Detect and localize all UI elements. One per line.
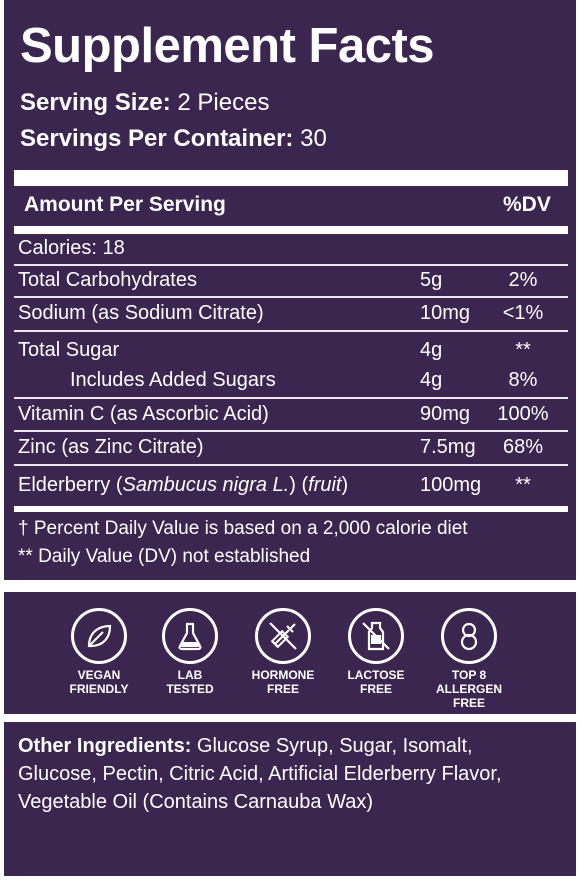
nutrient-label: Includes Added Sugars <box>70 369 276 391</box>
nutrient-label: Elderberry (Sambucus nigra L.) (fruit) <box>18 470 348 500</box>
row-divider <box>14 330 568 332</box>
table-row: Total Sugar 4g ** <box>4 335 576 365</box>
no-milk-icon <box>348 608 404 664</box>
footnote-dv: † Percent Daily Value is based on a 2,00… <box>18 518 468 539</box>
table-row: Vitamin C (as Ascorbic Acid) 90mg 100% <box>4 399 576 429</box>
badge-line: FRIENDLY <box>69 682 129 696</box>
ingredients-text: Glucose Syrup, Sugar, Isomalt, Glucose, … <box>18 735 502 813</box>
nutrient-label: Zinc (as Zinc Citrate) <box>18 436 204 458</box>
nutrient-dv: ** <box>515 474 531 496</box>
servings-label: Servings Per Container: <box>20 125 294 152</box>
servings-value: 30 <box>300 125 327 152</box>
amount-per-serving-header: Amount Per Serving <box>24 193 226 216</box>
label-part: ) <box>341 474 349 496</box>
nutrient-label: Sodium (as Sodium Citrate) <box>18 302 264 324</box>
badge-vegan: VEGAN FRIENDLY <box>54 608 144 696</box>
badge-lab-tested: LAB TESTED <box>145 608 235 696</box>
badge-line: VEGAN <box>77 668 121 682</box>
row-divider <box>14 264 568 266</box>
label-part: Elderberry ( <box>18 474 123 496</box>
table-row: Elderberry (Sambucus nigra L.) (fruit) 10… <box>4 470 576 500</box>
medium-divider <box>14 226 568 234</box>
row-divider <box>14 430 568 432</box>
badge-line: FREE <box>266 682 299 696</box>
badge-lactose-free: LACTOSE FREE <box>331 608 421 696</box>
ingredients-label: Other Ingredients: <box>18 735 192 757</box>
badges-panel: VEGAN FRIENDLY LAB TESTED HORMONE FREE LACT… <box>4 592 576 714</box>
thick-divider <box>14 170 568 186</box>
nutrient-dv: 100% <box>497 403 549 425</box>
badge-allergen-free: TOP 8 ALLERGEN FREE <box>424 608 514 710</box>
nutrient-label: Total Sugar <box>18 339 120 361</box>
no-syringe-icon <box>255 608 311 664</box>
nutrient-dv: 68% <box>502 436 544 458</box>
badge-line: FREE <box>359 682 392 696</box>
number-8-icon <box>441 608 497 664</box>
badge-hormone-free: HORMONE FREE <box>238 608 328 696</box>
label-part: ) ( <box>289 474 309 496</box>
table-row: Includes Added Sugars 4g 8% <box>4 365 576 395</box>
serving-size-label: Serving Size: <box>20 89 171 116</box>
nutrient-label: Vitamin C (as Ascorbic Acid) <box>18 403 269 425</box>
badge-line: LAB <box>177 668 203 682</box>
table-row: Sodium (as Sodium Citrate) 10mg <1% <box>4 298 576 328</box>
flask-icon <box>162 608 218 664</box>
latin-name: Sambucus nigra L. <box>122 474 290 496</box>
nutrient-dv: <1% <box>502 302 544 324</box>
nutrient-dv: 8% <box>508 369 538 391</box>
nutrient-amount: 10mg <box>420 302 471 324</box>
page-title: Supplement Facts <box>20 19 435 73</box>
nutrient-amount: 4g <box>420 369 443 391</box>
nutrient-amount: 100mg <box>420 474 482 496</box>
serving-size: Serving Size: 2 Pieces <box>20 88 269 118</box>
nutrient-amount: 5g <box>420 269 443 291</box>
table-row: Total Carbohydrates 5g 2% <box>4 265 576 295</box>
nutrient-label: Total Carbohydrates <box>18 269 197 291</box>
nutrient-amount: 7.5mg <box>420 436 476 458</box>
nutrient-dv: ** <box>515 339 531 361</box>
servings-per-container: Servings Per Container: 30 <box>20 124 327 154</box>
row-divider <box>14 296 568 298</box>
other-ingredients: Other Ingredients: Glucose Syrup, Sugar,… <box>18 732 538 816</box>
row-divider <box>14 464 568 466</box>
supplement-facts-panel: Supplement Facts Serving Size: 2 Pieces … <box>4 0 576 580</box>
dv-header: %DV <box>503 193 551 216</box>
nutrient-dv: 2% <box>508 269 538 291</box>
serving-size-value: 2 Pieces <box>177 89 270 116</box>
ingredients-panel: Other Ingredients: Glucose Syrup, Sugar,… <box>4 722 576 876</box>
leaf-icon <box>71 608 127 664</box>
table-row: Zinc (as Zinc Citrate) 7.5mg 68% <box>4 432 576 462</box>
badge-line: ALLERGEN <box>436 682 502 696</box>
badge-line: HORMONE <box>251 668 315 682</box>
plant-part: fruit <box>308 474 342 496</box>
badge-line: TESTED <box>166 682 214 696</box>
bottom-divider <box>14 506 568 512</box>
calories-row: Calories: 18 <box>4 233 576 263</box>
badge-line: FREE <box>452 696 485 710</box>
footnote-not-established: ** Daily Value (DV) not established <box>18 546 311 567</box>
row-divider <box>14 397 568 399</box>
badge-line: LACTOSE <box>347 668 405 682</box>
nutrient-amount: 90mg <box>420 403 471 425</box>
badge-line: TOP 8 <box>451 668 487 682</box>
nutrient-amount: 4g <box>420 339 443 361</box>
calories-label: Calories: 18 <box>18 237 125 259</box>
